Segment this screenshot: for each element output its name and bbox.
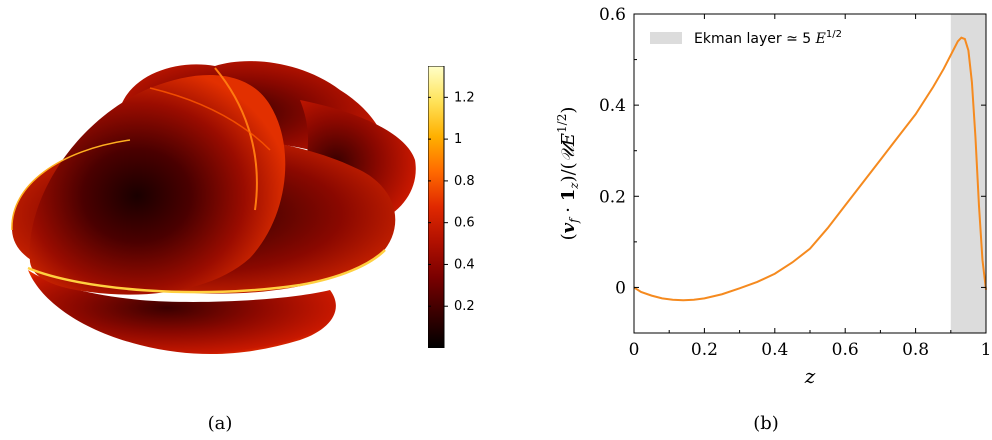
x-tick-label: 0.8 [902,340,929,360]
colorbar-tick-label: 0.2 [454,299,475,314]
y-tick-label: 0 [615,278,626,298]
plot-frame [633,13,987,334]
bottom-lobe [28,270,336,355]
colorbar-tick-label: 0.8 [454,174,475,189]
legend-label: Ekman layer ≃ 5 E1/2 [694,29,842,47]
front-ellipsoid [29,74,286,295]
panel-b-label: (b) [753,413,779,434]
colorbar-gradient [428,66,445,348]
x-axis-label: z [804,364,816,388]
x-tick-label: 0 [629,340,640,360]
colorbar-tick-label: 0.4 [454,257,475,272]
rim-highlight-2 [214,67,258,211]
y-axis-label: (vf · 1z)/(𝒰E1/2) [555,107,581,241]
colorbar: 1.2 1 0.8 0.6 0.4 0.2 [428,66,475,348]
rim-highlight [27,249,386,294]
y-tick-label: 0.6 [599,5,626,25]
y-tick-label: 0.2 [599,187,626,207]
x-tick-label: 1 [981,340,992,360]
colorbar-tick-label: 0.6 [454,216,475,231]
x-tick-label: 0.6 [832,340,859,360]
panel-b: 0 0.2 0.4 0.6 0.8 1 0 0.2 0.4 0.6 z (vf · 1z)/(𝒰E1/… [540,0,992,440]
x-tick-label: 0.4 [761,340,788,360]
rim-highlight-3 [149,87,271,151]
x-tick-label: 0.2 [691,340,718,360]
panel-a-label: (a) [207,413,233,434]
series-line [633,36,987,302]
y-tick-label: 0.4 [599,96,626,116]
ekman-layer-shade [950,14,986,333]
panel-a: 1.2 1 0.8 0.6 0.4 0.2 (a) [0,0,475,440]
ellipsoids-surface-plot [11,61,416,355]
colorbar-tick-label: 1.2 [454,90,475,105]
colorbar-ticks: 1.2 1 0.8 0.6 0.4 0.2 [428,90,475,314]
line-chart: 0 0.2 0.4 0.6 0.8 1 0 0.2 0.4 0.6 z (vf · 1z)/(𝒰E1/… [555,5,992,388]
rim-edge [11,139,131,231]
legend: Ekman layer ≃ 5 E1/2 [650,29,842,47]
legend-swatch [650,32,682,44]
colorbar-tick-label: 1 [454,132,462,147]
